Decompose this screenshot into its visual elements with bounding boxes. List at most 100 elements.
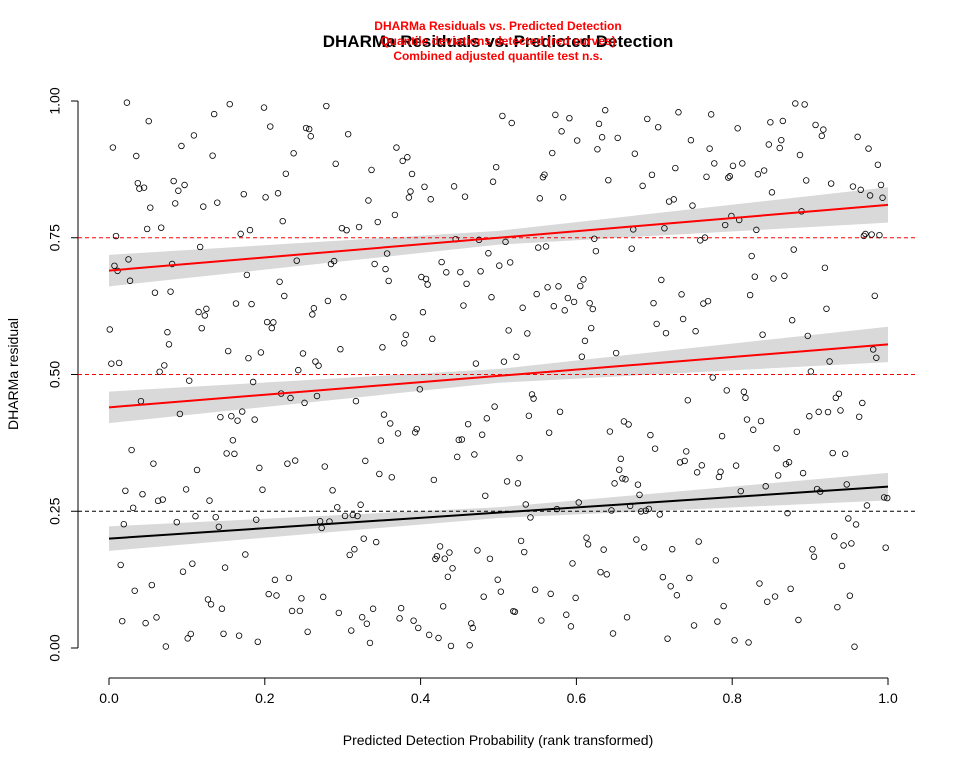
residual-point — [270, 319, 277, 326]
residual-point — [485, 250, 492, 257]
residual-point — [834, 603, 841, 611]
residual-point — [267, 123, 274, 130]
residual-point — [801, 101, 808, 108]
residual-point — [491, 403, 498, 410]
residual-point — [774, 472, 782, 479]
residual-point — [628, 245, 635, 252]
residual-point — [306, 125, 313, 133]
residual-point — [567, 623, 575, 630]
residual-point — [489, 178, 497, 185]
residual-point — [846, 592, 854, 599]
residual-point — [851, 643, 858, 650]
residual-point — [600, 546, 607, 553]
chart-title: DHARMa Residuals vs. Predicted Detection — [323, 32, 673, 51]
residual-point — [650, 299, 657, 307]
residual-point — [614, 134, 621, 142]
residual-point — [815, 408, 822, 416]
residual-point — [625, 421, 632, 428]
residual-point — [436, 543, 444, 550]
residual-point — [477, 268, 484, 275]
residual-point — [351, 546, 358, 553]
residual-point — [276, 278, 283, 285]
residual-point — [458, 436, 466, 443]
residual-point — [563, 611, 570, 618]
residual-point — [746, 291, 754, 299]
residual-point — [784, 509, 791, 517]
residual-point — [344, 130, 352, 138]
residual-point — [785, 459, 793, 466]
residual-point — [313, 392, 321, 400]
residual-point — [880, 494, 888, 501]
x-axis-label: Predicted Detection Probability (rank tr… — [343, 732, 653, 748]
residual-point — [161, 362, 168, 369]
residual-point — [218, 605, 226, 612]
residual-point — [182, 486, 190, 493]
residual-point — [837, 407, 844, 414]
residual-point — [291, 457, 299, 464]
residual-point — [444, 573, 452, 580]
residual-point — [734, 125, 741, 132]
residual-point — [366, 639, 374, 647]
residual-point — [323, 102, 330, 110]
residual-point — [178, 142, 185, 150]
residual-point — [804, 332, 811, 340]
residual-point — [136, 185, 143, 192]
residual-point — [511, 608, 519, 616]
residual-point — [838, 562, 846, 570]
residual-point — [249, 378, 257, 386]
residual-point — [240, 190, 247, 198]
residual-point — [192, 513, 199, 520]
residual-point — [142, 619, 149, 627]
residual-point — [726, 173, 734, 180]
residual-point — [522, 501, 529, 508]
residual-point — [884, 494, 891, 502]
residual-point — [483, 415, 491, 422]
residual-point — [151, 289, 159, 296]
residual-point — [549, 149, 556, 157]
residual-point — [845, 515, 852, 522]
residual-point — [133, 152, 140, 160]
residual-point — [457, 268, 464, 276]
test-title: DHARMa Residuals vs. Predicted Detection — [374, 19, 621, 33]
residual-point — [505, 327, 512, 334]
residual-point — [340, 293, 347, 301]
residual-point — [337, 346, 344, 353]
residual-point — [740, 388, 748, 395]
residual-point — [215, 523, 223, 531]
residual-point — [818, 132, 825, 140]
x-tick-label: 0.4 — [411, 690, 431, 706]
residual-point — [603, 571, 610, 578]
residual-point — [190, 132, 198, 139]
residual-point — [809, 546, 816, 553]
residual-point — [840, 542, 847, 549]
residual-point — [767, 119, 774, 126]
residual-point — [882, 544, 889, 551]
residual-point — [415, 624, 422, 632]
residual-point — [514, 480, 522, 487]
residual-point — [692, 328, 699, 335]
residual-point — [246, 226, 254, 234]
residual-point — [139, 490, 146, 498]
residual-point — [148, 581, 156, 589]
y-tick-label: 0.75 — [47, 224, 63, 251]
residual-point — [302, 124, 310, 132]
residual-point — [756, 580, 763, 587]
residual-point — [651, 445, 659, 452]
residual-point — [757, 417, 765, 425]
residual-point — [204, 596, 212, 603]
residual-point — [494, 576, 501, 583]
residual-point — [226, 100, 233, 108]
residual-point — [153, 614, 160, 621]
residual-point — [224, 347, 232, 355]
residual-point — [435, 634, 442, 642]
residual-point — [405, 194, 413, 201]
x-tick-label: 0.0 — [99, 690, 119, 706]
residual-point — [570, 298, 578, 306]
residual-point — [438, 258, 445, 266]
residual-point — [165, 341, 173, 348]
residual-point — [597, 568, 604, 576]
residual-point — [750, 426, 757, 433]
residual-point — [555, 283, 562, 290]
residual-point — [320, 593, 327, 601]
residual-point — [873, 354, 880, 361]
